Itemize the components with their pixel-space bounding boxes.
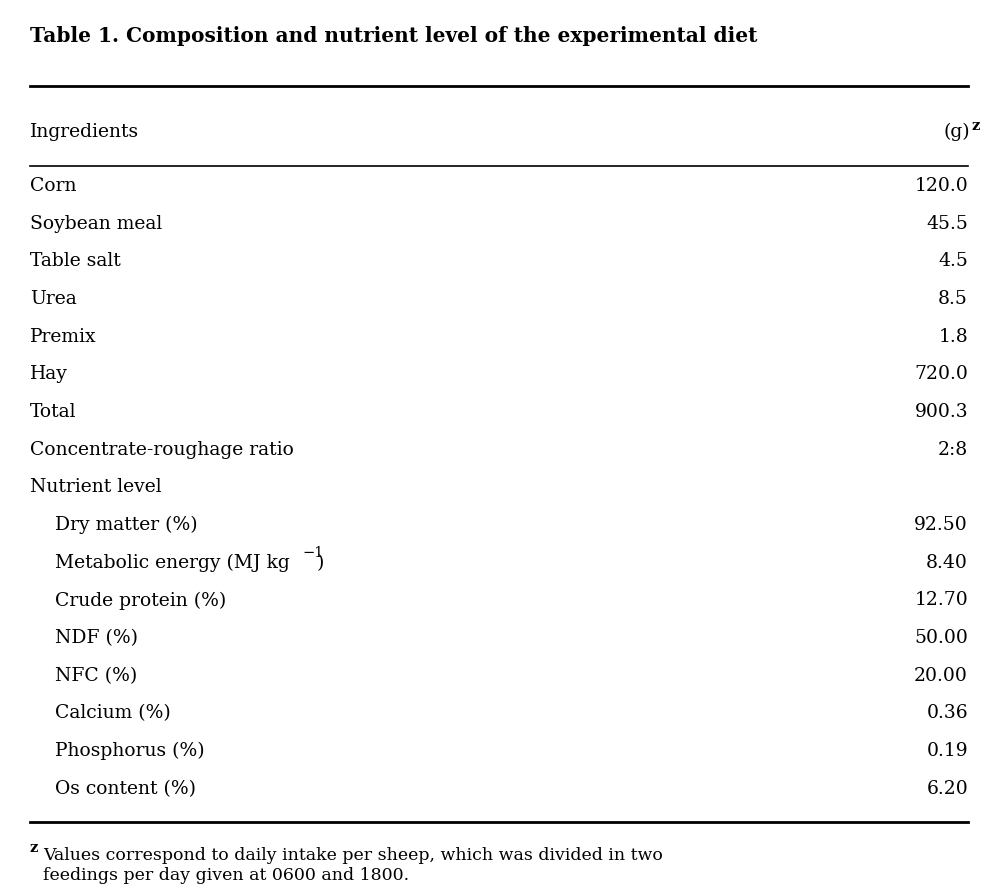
- Text: 92.50: 92.50: [914, 516, 968, 534]
- Text: 0.19: 0.19: [926, 742, 968, 760]
- Text: NDF (%): NDF (%): [55, 629, 138, 647]
- Text: Crude protein (%): Crude protein (%): [55, 591, 227, 610]
- Text: Ingredients: Ingredients: [30, 123, 139, 141]
- Text: 12.70: 12.70: [914, 591, 968, 610]
- Text: Nutrient level: Nutrient level: [30, 478, 162, 497]
- Text: Os content (%): Os content (%): [55, 780, 196, 797]
- Text: Urea: Urea: [30, 290, 77, 308]
- Text: 50.00: 50.00: [914, 629, 968, 647]
- Text: Soybean meal: Soybean meal: [30, 214, 163, 232]
- Text: Premix: Premix: [30, 328, 97, 345]
- Text: Concentrate-roughage ratio: Concentrate-roughage ratio: [30, 441, 293, 458]
- Text: 720.0: 720.0: [914, 365, 968, 384]
- Text: Phosphorus (%): Phosphorus (%): [55, 742, 205, 760]
- Text: NFC (%): NFC (%): [55, 667, 137, 684]
- Text: z: z: [971, 119, 979, 134]
- Text: 1.8: 1.8: [938, 328, 968, 345]
- Text: Metabolic energy (MJ kg: Metabolic energy (MJ kg: [55, 554, 289, 572]
- Text: 2:8: 2:8: [938, 441, 968, 458]
- Text: 0.36: 0.36: [926, 704, 968, 723]
- Text: 4.5: 4.5: [938, 252, 968, 271]
- Text: Table 1. Composition and nutrient level of the experimental diet: Table 1. Composition and nutrient level …: [30, 27, 757, 46]
- Text: −1: −1: [302, 546, 323, 560]
- Text: 6.20: 6.20: [926, 780, 968, 797]
- Text: z: z: [30, 841, 38, 855]
- Text: Corn: Corn: [30, 177, 77, 195]
- Text: Values correspond to daily intake per sheep, which was divided in two
feedings p: Values correspond to daily intake per sh…: [43, 847, 663, 884]
- Text: Total: Total: [30, 403, 77, 421]
- Text: 120.0: 120.0: [914, 177, 968, 195]
- Text: 900.3: 900.3: [914, 403, 968, 421]
- Text: 45.5: 45.5: [926, 214, 968, 232]
- Text: 20.00: 20.00: [914, 667, 968, 684]
- Text: 8.40: 8.40: [926, 554, 968, 571]
- Text: (g): (g): [943, 123, 970, 141]
- Text: Hay: Hay: [30, 365, 68, 384]
- Text: Table salt: Table salt: [30, 252, 121, 271]
- Text: ): ): [316, 554, 323, 571]
- Text: Dry matter (%): Dry matter (%): [55, 516, 198, 534]
- Text: 8.5: 8.5: [938, 290, 968, 308]
- Text: Calcium (%): Calcium (%): [55, 704, 171, 723]
